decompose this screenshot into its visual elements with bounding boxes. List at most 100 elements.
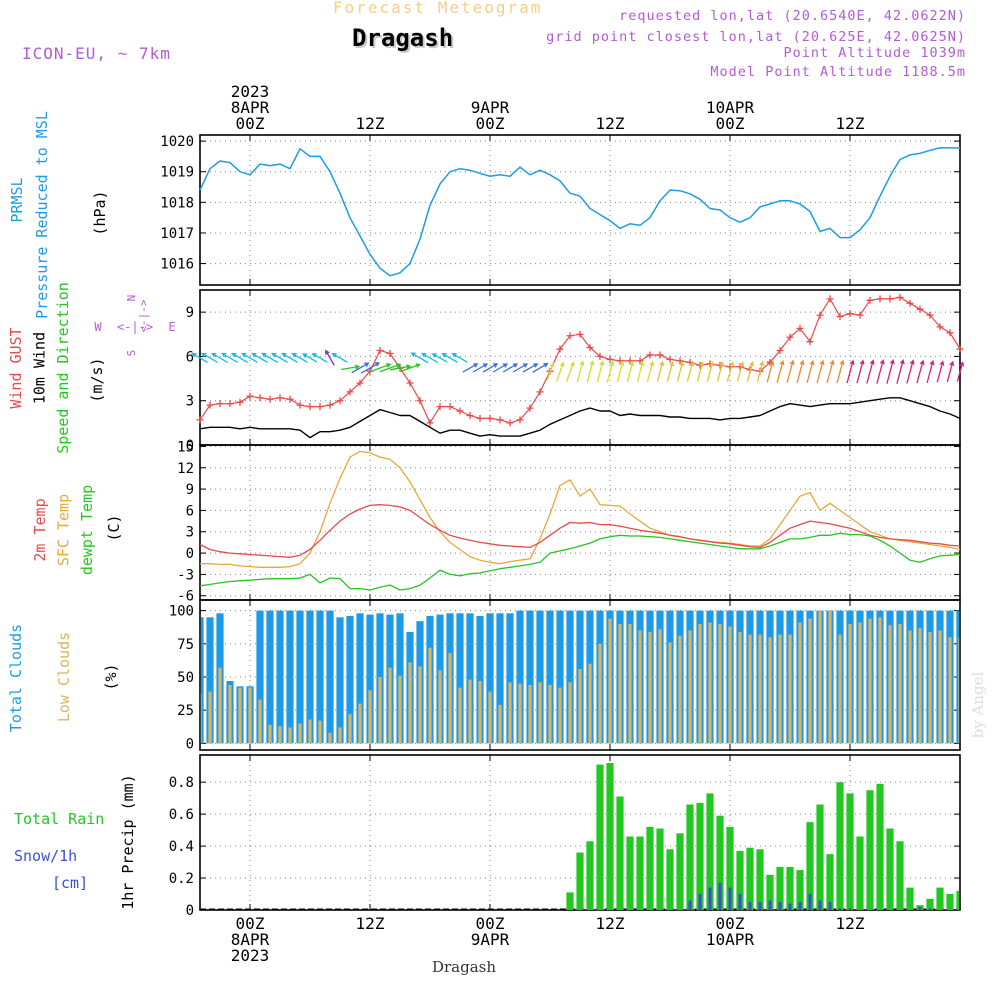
clouds-unit-label: (%) <box>102 663 120 690</box>
gust-marker <box>236 398 244 406</box>
rain-bar <box>776 866 784 910</box>
rain-bar <box>946 894 954 910</box>
rain-bar <box>736 850 744 910</box>
wind-label: Speed and Direction <box>54 282 72 454</box>
top-time-label: 2023 <box>231 82 270 101</box>
y-tick-label: 75 <box>177 637 194 653</box>
wind-direction-arrow <box>502 363 519 373</box>
gust-marker <box>506 419 514 427</box>
wind-direction-arrow <box>351 362 370 374</box>
snow-bar <box>798 902 802 910</box>
y-tick-label: 0 <box>186 546 194 562</box>
wind-direction-arrow <box>616 360 625 383</box>
rain-bar <box>646 826 654 910</box>
low-cloud-bar <box>868 618 872 744</box>
low-cloud-bar <box>798 622 802 744</box>
wind-direction-arrow <box>325 349 335 366</box>
dewpoint-line <box>199 532 961 591</box>
low-cloud-bar <box>818 610 822 744</box>
y-tick-label: 1020 <box>160 134 194 150</box>
wind-direction-arrow <box>492 363 509 373</box>
wind-direction-arrow <box>482 363 499 373</box>
wind-direction-arrow <box>876 359 885 384</box>
precip-series <box>200 763 960 910</box>
total-cloud-bar <box>476 615 484 744</box>
compass-vertical-arrows: <-|-> <box>137 299 150 332</box>
low-cloud-bar <box>498 704 502 744</box>
rain-bar <box>566 892 574 910</box>
bottom-time-label: 2023 <box>231 946 270 965</box>
y-tick-label: 3 <box>186 525 194 541</box>
wind-direction-arrow <box>956 361 965 382</box>
wind-direction-arrow <box>916 359 925 384</box>
rain-bar <box>766 874 774 910</box>
gust-marker <box>456 407 464 415</box>
low-cloud-bar <box>308 719 312 744</box>
low-cloud-bar <box>218 667 222 744</box>
bottom-time-label: 00Z <box>236 914 265 933</box>
low-cloud-bar <box>738 631 742 744</box>
gust-marker <box>826 295 834 303</box>
snow-bar <box>758 902 762 910</box>
total-cloud-bar <box>336 617 344 744</box>
gust-marker <box>496 416 504 424</box>
low-cloud-bar <box>208 691 212 744</box>
low-cloud-bar <box>698 623 702 744</box>
wind-direction-arrow <box>556 361 565 382</box>
y-tick-label: 6 <box>186 503 194 519</box>
gust-marker <box>666 355 674 363</box>
compass-east: E <box>168 320 175 334</box>
wind-direction-arrow <box>866 359 875 384</box>
low-cloud-bar <box>838 634 842 744</box>
low-cloud-bar <box>538 682 542 744</box>
gust-marker <box>476 414 484 422</box>
rain-bar <box>606 763 614 910</box>
low-cloud-bar <box>318 720 322 744</box>
snow-bar <box>698 894 702 910</box>
low-cloud-bar <box>248 687 252 744</box>
rain-bar <box>696 802 704 910</box>
snow-bar <box>738 894 742 910</box>
top-time-label: 10APR <box>706 98 755 117</box>
total-cloud-bar <box>200 617 204 744</box>
gust-marker <box>466 411 474 419</box>
low-cloud-bar <box>958 637 960 744</box>
wind-direction-arrow <box>221 352 239 364</box>
gust-marker <box>776 347 784 355</box>
gust-marker <box>446 403 454 411</box>
gust-marker <box>386 349 394 357</box>
low-cloud-bar <box>778 634 782 744</box>
wind-direction-arrow <box>676 360 685 382</box>
gust-marker <box>316 403 324 411</box>
pressure-label: Pressure Reduced to MSL <box>33 111 51 319</box>
low-cloud-bar <box>388 667 392 744</box>
wind-direction-arrow <box>576 360 585 383</box>
wind-direction-arrow <box>451 353 468 363</box>
low-cloud-bar <box>508 682 512 744</box>
compass-arrows: <-|-> <box>117 320 153 334</box>
low-cloud-bar <box>448 653 452 744</box>
total-cloud-bar <box>536 610 544 744</box>
wind-direction-arrow <box>546 362 555 381</box>
y-tick-label: -6 <box>177 589 194 605</box>
wind-direction-arrow <box>946 360 955 383</box>
total-cloud-bar <box>276 610 284 744</box>
y-tick-label: 0 <box>186 903 194 919</box>
gust-marker <box>266 395 274 403</box>
low-cloud-bar <box>358 703 362 744</box>
gust-marker <box>406 379 414 387</box>
gust-marker <box>626 357 634 365</box>
grid-point-coords: grid point closest lon,lat (20.625E, 42.… <box>546 29 966 45</box>
gust-marker <box>526 404 534 412</box>
wind-direction-arrow <box>512 363 529 373</box>
total-clouds-label: Total Clouds <box>7 624 25 732</box>
top-time-label: 9APR <box>471 98 510 117</box>
gust-marker <box>596 352 604 360</box>
y-tick-label: 1019 <box>160 165 194 181</box>
snow-label: Snow/1h <box>14 847 77 865</box>
total-cloud-bar <box>956 610 960 744</box>
wind-direction-arrow <box>636 360 645 383</box>
low-cloud-bar <box>638 630 642 744</box>
wind-direction-arrow <box>341 364 361 371</box>
y-tick-label: 100 <box>169 604 194 620</box>
